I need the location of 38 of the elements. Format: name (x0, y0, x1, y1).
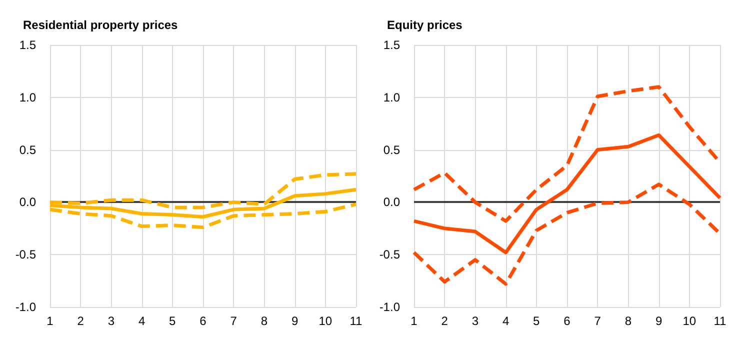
x-tick-label: 7 (594, 314, 602, 328)
y-tick-label: 1.0 (19, 90, 36, 104)
x-tick-label: 2 (441, 314, 448, 328)
x-tick-label: 4 (502, 314, 510, 328)
y-tick-label: -1.0 (15, 300, 36, 314)
x-tick-label: 5 (169, 314, 176, 328)
x-tick-label: 8 (624, 314, 632, 328)
x-tick-label: 6 (200, 314, 207, 328)
x-tick-label: 9 (655, 314, 662, 328)
x-tick-label: 10 (318, 314, 332, 328)
x-tick-label: 11 (350, 314, 363, 328)
x-tick-label: 5 (533, 314, 540, 328)
y-tick-label: 1.0 (383, 90, 400, 104)
y-tick-label: 1.5 (383, 38, 400, 52)
y-tick-label: -0.5 (15, 248, 36, 262)
x-tick-label: 11 (714, 314, 727, 328)
line-series (412, 182, 722, 286)
y-tick-label: 0.5 (383, 142, 400, 157)
x-tick-label: 9 (291, 314, 298, 328)
y-tick-label: 1.5 (19, 38, 36, 52)
y-tick-label: 0.5 (19, 142, 36, 157)
x-tick-label: 7 (230, 314, 238, 328)
y-tick-label: 0.0 (19, 195, 36, 210)
chart-title: Residential property prices (23, 18, 178, 32)
x-tick-label: 1 (410, 314, 418, 328)
x-tick-label: 3 (472, 314, 479, 328)
x-tick-label: 4 (138, 314, 146, 328)
y-tick-label: -0.5 (379, 248, 400, 262)
x-tick-label: 10 (682, 314, 696, 328)
x-tick-label: 1 (46, 314, 54, 328)
y-tick-label: 0.0 (383, 195, 400, 210)
x-tick-label: 6 (564, 314, 571, 328)
line-series (412, 133, 722, 254)
x-tick-label: 3 (108, 314, 115, 328)
y-tick-label: -1.0 (379, 300, 400, 314)
x-tick-label: 8 (260, 314, 268, 328)
x-tick-label: 2 (77, 314, 84, 328)
chart-title: Equity prices (387, 18, 463, 32)
